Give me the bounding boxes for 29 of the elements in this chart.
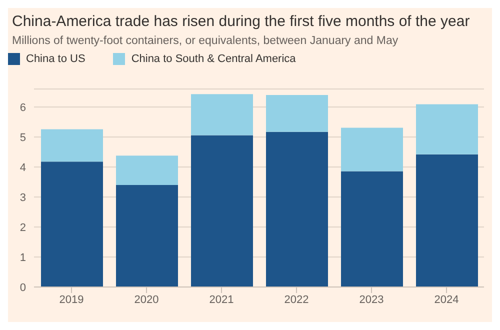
chart-subtitle: Millions of twenty-foot containers, or equivalents, between January and May	[12, 35, 400, 47]
bar	[266, 95, 328, 132]
y-tick-label: 1	[20, 252, 26, 264]
x-tick-label: 2022	[284, 294, 309, 306]
x-tick-label: 2020	[134, 294, 159, 306]
y-tick-label: 6	[20, 102, 26, 114]
bar	[266, 132, 328, 287]
bar	[191, 94, 253, 136]
bar	[116, 185, 178, 287]
bar	[416, 154, 478, 287]
chart-title: China-America trade has risen during the first five months of the year	[12, 12, 471, 31]
bar	[416, 104, 478, 154]
x-tick-label: 2019	[59, 294, 84, 306]
bar	[341, 171, 403, 287]
y-tick-label: 4	[20, 162, 26, 174]
bar	[41, 162, 103, 287]
x-tick-label: 2023	[359, 294, 384, 306]
x-tick-label: 2021	[209, 294, 234, 306]
legend-label: China to US	[25, 53, 86, 65]
x-tick-label: 2024	[434, 294, 459, 306]
bar	[191, 135, 253, 287]
y-tick-label: 5	[20, 132, 26, 144]
bar	[41, 129, 103, 162]
bar	[341, 128, 403, 172]
y-tick-label: 3	[20, 192, 26, 204]
legend-label: China to South & Central America	[130, 53, 296, 65]
y-tick-label: 0	[20, 282, 26, 294]
bar	[116, 156, 178, 185]
y-tick-label: 2	[20, 222, 26, 234]
